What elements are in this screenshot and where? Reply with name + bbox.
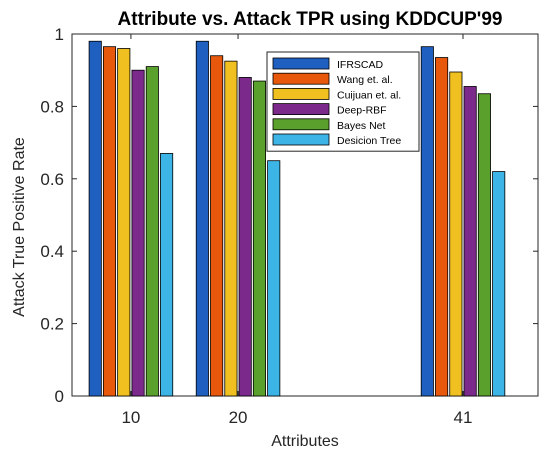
bar-cuijuan-et-al--41 (449, 71, 463, 397)
y-tick-label: 0.8 (40, 97, 64, 116)
legend-swatch (272, 57, 330, 70)
x-axis-label: Attributes (271, 433, 339, 450)
bar-desicion-tree-41 (492, 171, 506, 397)
legend-entry: Bayes Net (337, 120, 386, 132)
y-tick-label: 0.4 (40, 242, 64, 261)
x-tick-label: 20 (229, 408, 248, 427)
bar-wang-et-al--41 (435, 57, 449, 397)
legend-swatch (272, 72, 330, 85)
chart-title: Attribute vs. Attack TPR using KDDCUP'99 (118, 9, 503, 30)
legend-swatch (272, 88, 330, 100)
bar-cuijuan-et-al--20 (224, 60, 238, 397)
legend-swatch (272, 133, 330, 146)
bar-desicion-tree-20 (267, 160, 281, 397)
y-tick-label: 0.6 (40, 170, 64, 189)
legend-entry: IFRSCAD (337, 59, 384, 71)
y-tick-label: 1 (55, 25, 64, 44)
bar-deep-rbf-20 (238, 77, 252, 397)
plot-border (71, 33, 539, 397)
bar-ifrscad-41 (420, 46, 434, 397)
bars (88, 40, 506, 397)
plot-frame (71, 33, 539, 397)
legend-swatch (272, 118, 330, 131)
legend: IFRSCAD Wang et. al. Cuijuan et. al. Deep-R… (266, 51, 420, 152)
bar-bayes-net-20 (252, 80, 266, 397)
legend-entry: Deep-RBF (337, 105, 387, 117)
bar-ifrscad-10 (88, 40, 102, 397)
bar-wang-et-al--10 (102, 46, 117, 397)
y-axis-ticks: 0 0.2 0.4 0.6 0.8 1 (40, 25, 538, 406)
bar-cuijuan-et-al--10 (117, 48, 131, 397)
bar-wang-et-al--20 (210, 55, 224, 397)
bar-bayes-net-41 (477, 93, 491, 397)
x-tick-label: 41 (454, 408, 473, 427)
legend-entry: Wang et. al. (337, 74, 393, 86)
bar-bayes-net-10 (145, 66, 159, 397)
bar-ifrscad-20 (195, 40, 209, 397)
bar-desicion-tree-10 (160, 153, 174, 397)
y-axis-label: Attack True Positive Rate (11, 137, 28, 317)
x-axis-ticks: 10 20 41 (121, 34, 472, 427)
y-tick-label: 0 (55, 387, 64, 406)
legend-swatch (272, 103, 330, 115)
y-tick-label: 0.2 (40, 315, 64, 334)
x-tick-label: 10 (121, 408, 140, 427)
legend-entry: Desicion Tree (337, 135, 401, 147)
bar-deep-rbf-10 (131, 69, 145, 397)
legend-entry: Cuijuan et. al. (337, 89, 401, 101)
bar-deep-rbf-41 (463, 86, 477, 397)
